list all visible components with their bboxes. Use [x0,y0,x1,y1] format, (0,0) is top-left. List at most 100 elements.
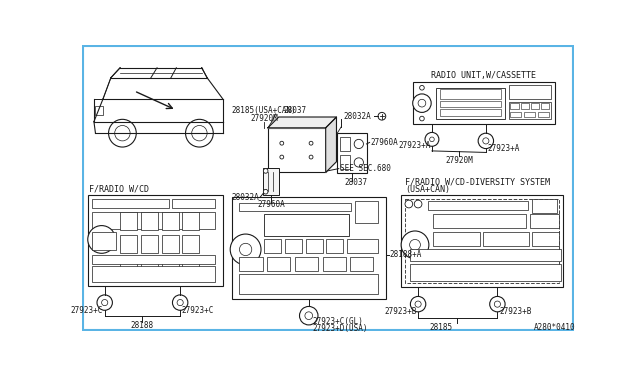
Text: 28188: 28188 [131,321,154,330]
Circle shape [354,140,364,148]
Bar [92,199,168,208]
Text: 27923+A: 27923+A [398,141,431,150]
Circle shape [483,138,489,144]
Polygon shape [268,117,337,128]
Circle shape [230,234,261,265]
Circle shape [429,137,435,142]
Bar [532,199,557,212]
Bar [520,103,529,109]
Circle shape [354,158,364,167]
Text: 27920M: 27920M [445,156,473,166]
Circle shape [494,301,500,307]
Text: (USA+CAN): (USA+CAN) [405,185,450,194]
Bar [239,203,351,211]
Text: 27923+B: 27923+B [499,307,531,316]
Bar [440,89,501,99]
Text: 28032A: 28032A [344,112,371,121]
Bar [88,195,223,286]
Circle shape [305,312,312,320]
Bar [413,81,555,124]
Bar [350,257,373,271]
Circle shape [172,295,188,310]
Bar [433,232,480,246]
Bar [120,212,137,230]
Bar [511,112,521,117]
Bar [509,102,551,119]
Bar [433,214,526,228]
Circle shape [177,299,183,306]
Circle shape [309,141,313,145]
Text: 27923+C: 27923+C [71,306,103,315]
Bar [239,274,378,294]
Bar [182,212,200,230]
Bar [182,258,200,276]
Circle shape [410,240,420,250]
Circle shape [300,307,318,325]
Bar [531,103,539,109]
Text: 28185: 28185 [429,323,452,332]
Bar [440,109,501,116]
Bar [141,212,158,230]
Bar [120,258,137,276]
Bar [239,257,262,271]
Circle shape [280,155,284,159]
Circle shape [490,296,505,312]
Circle shape [186,119,213,147]
Circle shape [420,86,424,90]
Bar [340,137,349,151]
Text: RADIO UNIT,W/CASSETTE: RADIO UNIT,W/CASSETTE [431,71,536,80]
Bar [268,128,326,173]
Circle shape [96,234,107,245]
Circle shape [97,295,113,310]
Text: 28032A: 28032A [232,193,259,202]
Bar [326,240,344,253]
Bar [541,103,549,109]
Bar [120,235,137,253]
Text: 27923+C: 27923+C [182,306,214,315]
Text: 27923+B: 27923+B [384,307,417,316]
Bar [337,133,367,173]
Circle shape [401,231,429,259]
Circle shape [410,296,426,312]
Text: 28037: 28037 [284,106,307,115]
Bar [264,240,281,253]
Bar [92,212,215,229]
Bar [428,201,528,210]
Circle shape [102,299,108,306]
Bar [511,103,519,109]
Circle shape [413,94,431,112]
Bar [162,258,179,276]
Text: 27923+A: 27923+A [488,144,520,153]
Text: 28188+A: 28188+A [390,250,422,259]
Circle shape [405,200,413,208]
Circle shape [478,133,493,148]
Circle shape [115,125,130,141]
Bar [92,255,215,264]
Bar [162,235,179,253]
Circle shape [88,225,115,253]
Bar [92,266,215,282]
Bar [285,240,302,253]
Polygon shape [326,117,337,173]
Bar [264,214,349,235]
Circle shape [414,200,422,208]
Bar [295,257,318,271]
Text: A280*0410: A280*0410 [534,323,576,332]
Circle shape [378,112,386,120]
Text: 28185(USA+CAN): 28185(USA+CAN) [232,106,296,115]
Circle shape [239,243,252,256]
Text: F/RADIO W/CD: F/RADIO W/CD [90,184,149,193]
Bar [530,214,559,228]
Circle shape [280,141,284,145]
Bar [95,106,103,115]
Text: 27920M: 27920M [250,114,278,123]
Bar [410,249,561,261]
Bar [532,232,559,246]
Text: 27960A: 27960A [371,138,398,147]
Text: 27923+C(GL): 27923+C(GL) [312,317,364,326]
Bar [405,199,559,283]
Circle shape [420,116,424,121]
Bar [323,257,346,271]
Circle shape [309,155,313,159]
Bar [355,201,378,222]
